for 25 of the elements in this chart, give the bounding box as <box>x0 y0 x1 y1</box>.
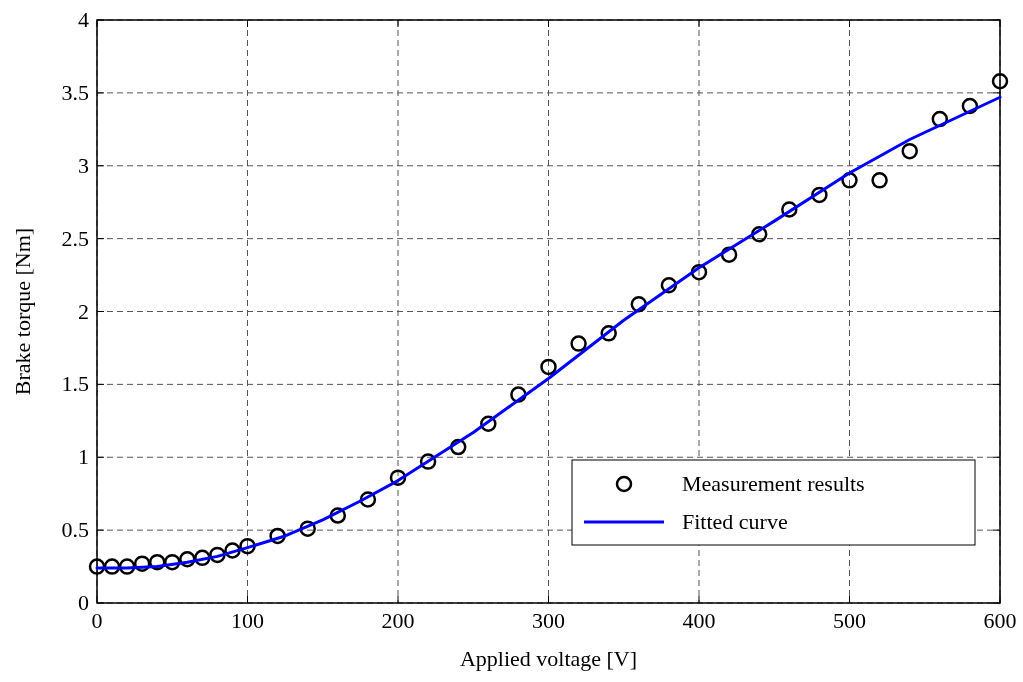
point <box>570 335 587 352</box>
y-tick-label: 1 <box>78 444 89 470</box>
point <box>871 172 888 189</box>
x-tick-label: 500 <box>833 608 866 633</box>
y-tick-label: 0 <box>78 590 89 615</box>
y-axis-title: Brake torque [Nm] <box>10 227 35 396</box>
y-tick-label: 4 <box>78 7 89 32</box>
point <box>88 558 106 575</box>
y-tick-label: 2 <box>78 298 89 324</box>
y-tick-label: 1.5 <box>61 371 89 397</box>
x-tick-label: 100 <box>231 608 264 633</box>
x-tick-label: 200 <box>381 608 415 633</box>
y-tick-label: 3.5 <box>61 79 89 105</box>
y-tick-label: 0.5 <box>61 517 89 543</box>
x-axis-title: Applied voltage [V] <box>459 646 638 671</box>
x-tick-label: 300 <box>532 608 565 633</box>
legend-label: Fitted curve <box>682 509 788 534</box>
x-tick-label: 600 <box>983 608 1017 633</box>
x-tick-label: 400 <box>682 608 716 633</box>
y-tick-label: 3 <box>78 152 89 178</box>
point <box>540 358 557 376</box>
legend-label: Measurement results <box>682 471 865 496</box>
point <box>991 72 1009 90</box>
y-tick-label: 2.5 <box>61 225 89 251</box>
point <box>901 142 918 160</box>
